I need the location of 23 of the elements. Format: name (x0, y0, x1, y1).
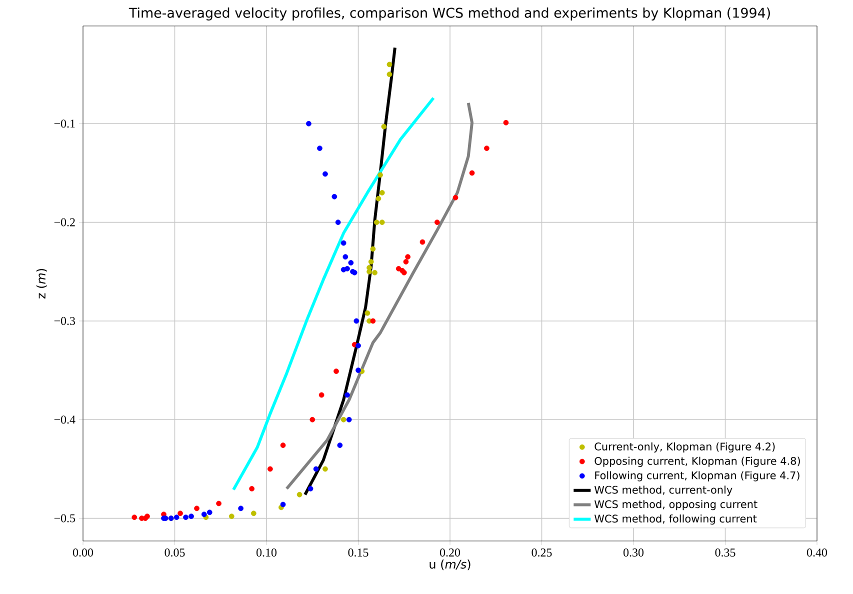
x-tick-label: 0.05 (164, 548, 185, 557)
legend-label: WCS method, opposing current (594, 500, 758, 510)
x-tick-label: 0.10 (256, 548, 277, 557)
y-axis-title: z (m) (36, 268, 47, 298)
x-tick-label: 0.35 (715, 548, 736, 557)
x-tick-label: 0.15 (348, 548, 368, 557)
y-tick-label: −0.1 (54, 120, 75, 128)
legend-label: Following current, Klopman (Figure 4.7) (595, 471, 800, 482)
x-tick-label: 0.40 (807, 548, 828, 557)
legend-label: Current-only, Klopman (Figure 4.2) (594, 442, 775, 452)
y-tick-label: −0.4 (54, 416, 76, 424)
x-axis-title: u (m/s) (430, 559, 470, 570)
x-tick-label: 0.25 (532, 548, 552, 557)
x-tick-label: 0.30 (624, 548, 644, 557)
chart-title: Time-averaged velocity profiles, comparison WCS method and experiments by Klopman (1994) (128, 7, 770, 20)
legend-label: Opposing current, Klopman (Figure 4.8) (594, 456, 800, 467)
y-tick-label: −0.3 (54, 316, 76, 326)
legend-label: WCS method, current-only (594, 486, 732, 496)
legend-label: WCS method, following current (594, 514, 757, 525)
y-tick-label: −0.2 (54, 218, 75, 226)
x-tick-label: 0.00 (73, 548, 94, 557)
y-tick-label: −0.5 (54, 514, 76, 522)
x-tick-label: 0.20 (440, 548, 460, 557)
